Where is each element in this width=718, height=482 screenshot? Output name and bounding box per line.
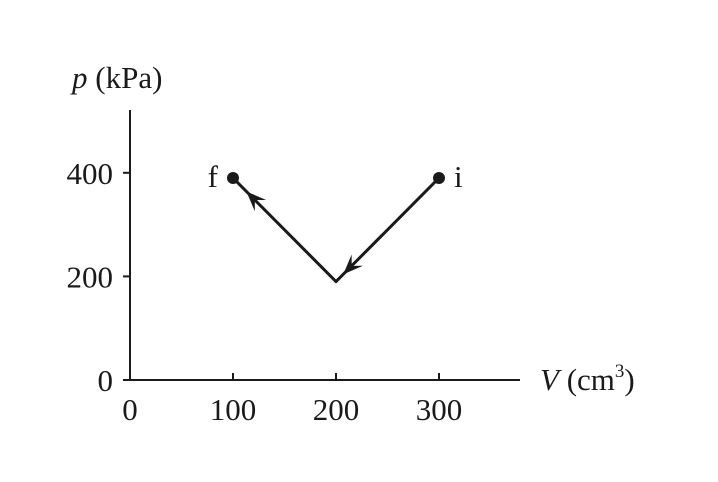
- x-axis-label: V (cm3): [540, 361, 635, 397]
- state-point-f: [227, 171, 239, 184]
- state-label-i: i: [454, 159, 463, 194]
- direction-arrowhead: [246, 191, 267, 212]
- x-tick-label: 300: [416, 392, 463, 427]
- state-point-i: [433, 171, 445, 184]
- y-tick-label: 400: [67, 156, 114, 191]
- x-tick-label: 0: [122, 392, 138, 427]
- y-axis-label: p (kPa): [70, 60, 162, 95]
- process-segment: [334, 176, 441, 284]
- y-tick-label: 200: [67, 259, 114, 294]
- x-tick-label: 100: [210, 392, 257, 427]
- state-label-f: f: [208, 159, 219, 194]
- y-tick-label: 0: [98, 363, 114, 398]
- x-tick-label: 200: [313, 392, 360, 427]
- direction-arrowhead: [343, 254, 363, 275]
